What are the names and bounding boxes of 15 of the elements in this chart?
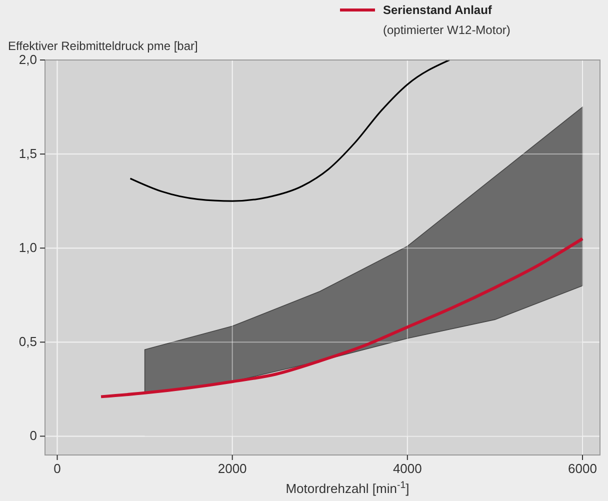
y-tick-label: 2,0	[18, 52, 37, 67]
line-series	[100, 237, 584, 398]
y-tick-label: 0	[30, 428, 37, 444]
x-tick-label: 0	[54, 461, 61, 476]
y-axis-title: Effektiver Reibmitteldruck pme [bar]	[8, 39, 198, 53]
line-series	[129, 59, 450, 202]
x-tick-label: 6000	[568, 461, 597, 476]
y-tick-label: 0,5	[18, 334, 37, 350]
y-tick-label: 1,0	[18, 240, 37, 256]
y-tick-label: 1,5	[18, 146, 37, 162]
x-tick-label: 4000	[392, 461, 422, 476]
text: (optimierter W12-Motor)	[383, 23, 510, 37]
x-tick-label: 2000	[218, 461, 247, 476]
legend-label: Serienstand Anlauf	[383, 3, 493, 17]
x-axis-title: Motordrehzahl [min$^{-1}$]	[286, 480, 410, 496]
